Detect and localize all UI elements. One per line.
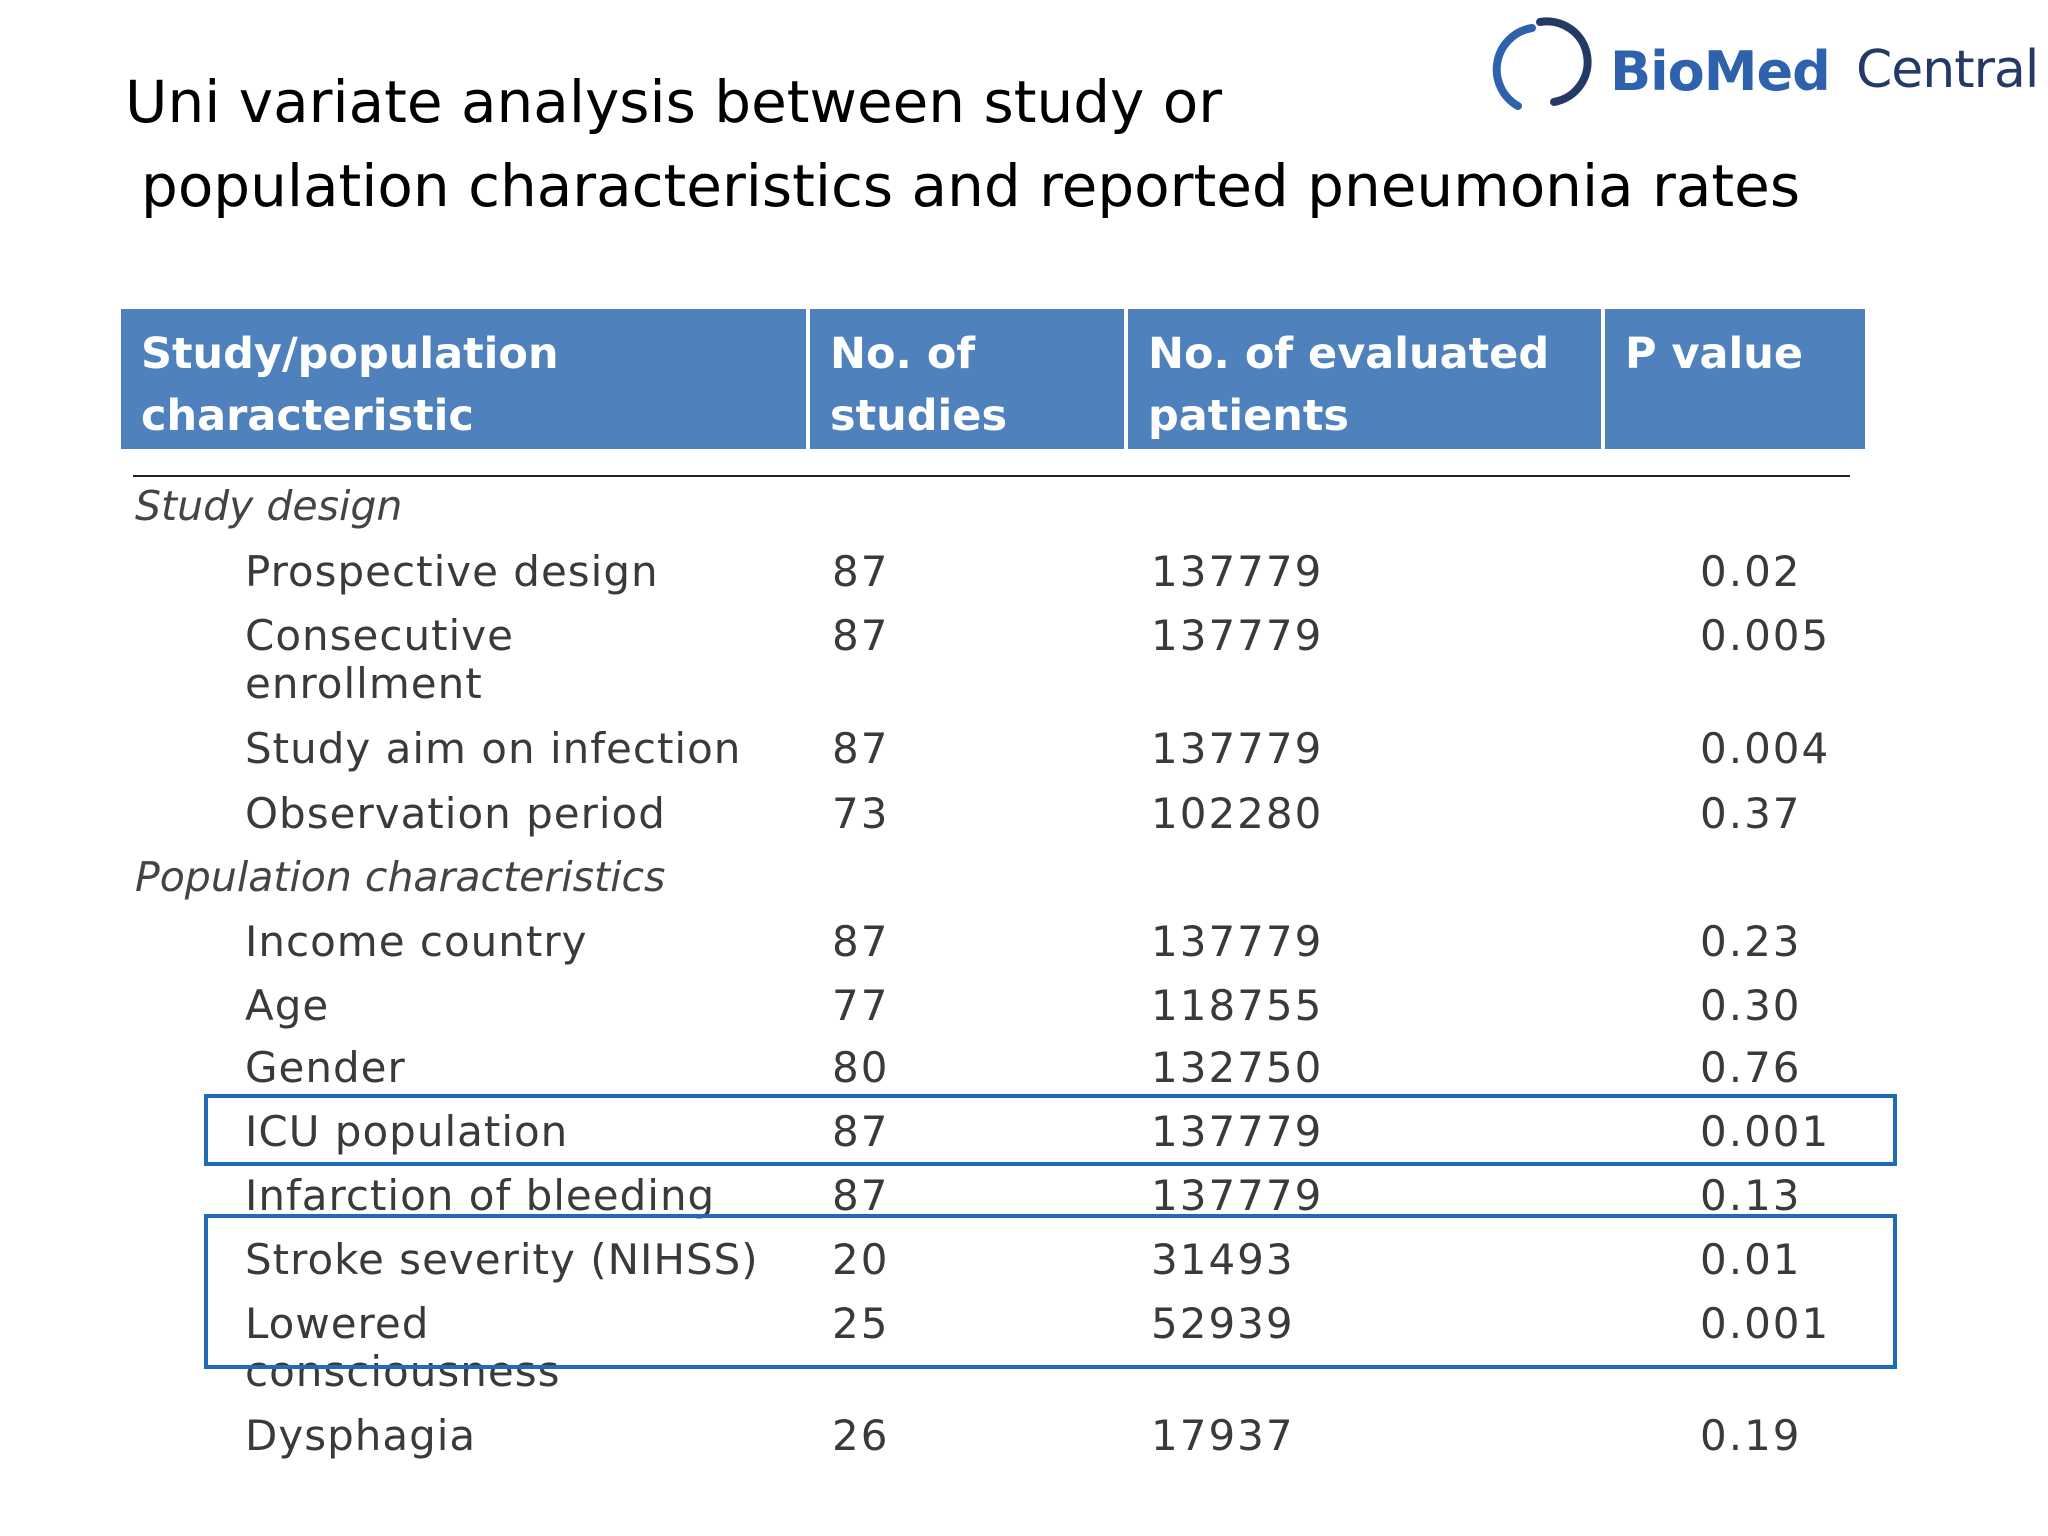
column-header-characteristic: Study/population characteristic	[121, 309, 810, 449]
cell-studies: 25	[832, 1299, 890, 1348]
cell-patients: 31493	[1151, 1235, 1295, 1284]
cell-patients: 118755	[1151, 981, 1324, 1030]
cell-characteristic: Stroke severity (NIHSS)	[245, 1235, 759, 1284]
title-line-1: Uni variate analysis between study or	[125, 68, 1223, 136]
column-header-patients: No. of evaluated patients	[1128, 309, 1605, 449]
cell-p-value: 0.19	[1700, 1411, 1802, 1460]
cell-studies: 87	[832, 1171, 890, 1220]
cell-patients: 17937	[1151, 1411, 1295, 1460]
cell-patients: 52939	[1151, 1299, 1295, 1348]
column-header-p-value: P value	[1605, 309, 1865, 449]
cell-p-value: 0.76	[1700, 1043, 1802, 1092]
logo-text-central: Central	[1856, 40, 2039, 100]
slide-title: Uni variate analysis between study or po…	[125, 60, 1800, 228]
cell-studies: 87	[832, 724, 890, 773]
title-line-2: population characteristics and reported …	[141, 152, 1801, 220]
cell-characteristic: Age	[245, 981, 330, 1030]
cell-p-value: 0.001	[1700, 1299, 1831, 1348]
cell-p-value: 0.37	[1700, 789, 1802, 838]
cell-patients: 137779	[1151, 917, 1324, 966]
table-header: Study/population characteristic No. of s…	[121, 309, 1865, 449]
cell-studies: 80	[832, 1043, 890, 1092]
highlight-box-severity-consciousness	[204, 1214, 1897, 1369]
cell-characteristic: Dysphagia	[245, 1411, 477, 1460]
table-top-rule	[133, 475, 1850, 477]
section-label-study-design: Study design	[135, 482, 403, 530]
logo-text-biomed: BioMed	[1610, 40, 1831, 103]
cell-characteristic: Income country	[245, 917, 588, 966]
cell-p-value: 0.001	[1700, 1107, 1831, 1156]
biomed-central-logo: BioMed Central	[1488, 16, 2039, 116]
cell-characteristic: Lowered consciousness	[245, 1299, 561, 1396]
section-label-population-characteristics: Population characteristics	[135, 853, 666, 901]
highlight-box-icu-population	[204, 1094, 1897, 1166]
cell-studies: 87	[832, 1107, 890, 1156]
cell-p-value: 0.004	[1700, 724, 1831, 773]
cell-patients: 137779	[1151, 611, 1324, 660]
cell-p-value: 0.13	[1700, 1171, 1802, 1220]
cell-p-value: 0.01	[1700, 1235, 1802, 1284]
cell-studies: 73	[832, 789, 890, 838]
cell-patients: 132750	[1151, 1043, 1324, 1092]
cell-patients: 137779	[1151, 547, 1324, 596]
cell-p-value: 0.005	[1700, 611, 1831, 660]
cell-characteristic: Gender	[245, 1043, 406, 1092]
cell-studies: 87	[832, 917, 890, 966]
cell-characteristic: Infarction of bleeding	[245, 1171, 716, 1220]
cell-characteristic: Consecutive enrollment	[245, 611, 514, 708]
cell-characteristic: Prospective design	[245, 547, 659, 596]
cell-characteristic: Observation period	[245, 789, 666, 838]
cell-p-value: 0.02	[1700, 547, 1802, 596]
cell-patients: 137779	[1151, 724, 1324, 773]
cell-studies: 77	[832, 981, 890, 1030]
cell-studies: 87	[832, 547, 890, 596]
cell-patients: 102280	[1151, 789, 1324, 838]
cell-characteristic: ICU population	[245, 1107, 569, 1156]
cell-characteristic: Study aim on infection	[245, 724, 742, 773]
cell-studies: 87	[832, 611, 890, 660]
logo-ring-icon	[1492, 17, 1592, 110]
cell-patients: 137779	[1151, 1107, 1324, 1156]
cell-p-value: 0.23	[1700, 917, 1802, 966]
cell-p-value: 0.30	[1700, 981, 1802, 1030]
cell-studies: 20	[832, 1235, 890, 1284]
column-header-studies: No. of studies	[810, 309, 1128, 449]
cell-studies: 26	[832, 1411, 890, 1460]
cell-patients: 137779	[1151, 1171, 1324, 1220]
